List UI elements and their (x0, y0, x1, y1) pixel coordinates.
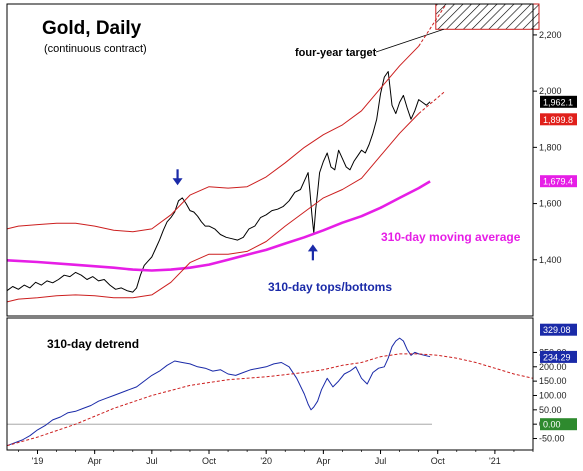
detrend-panel: 250.00200.00150.00100.0050.000.00-50.003… (6, 323, 577, 447)
x-tick-label-4: '20 (260, 456, 272, 466)
price-panel: 1,962.1 1,899.8 1,679.4 1,400 1,600 1,800 2,00… (6, 3, 577, 303)
detrend-value-label-0: 329.08 (540, 323, 577, 336)
chart-subtitle: (continuous contract) (44, 43, 147, 55)
x-tick-label-0: '19 (32, 456, 44, 466)
x-tick-label-5: Apr (316, 456, 330, 466)
x-tick-label-7: Oct (431, 456, 446, 466)
arrow-up-1 (307, 244, 318, 261)
price-value-label-0: 1,962.1 (540, 95, 577, 108)
x-tick-label-8: '21 (489, 456, 501, 466)
detrend-value-label-text-1: 234.29 (543, 352, 571, 362)
price-y-tick-label-3: 2,000 (539, 86, 562, 96)
price-series-4 (418, 5, 446, 47)
price-y-tick-label-0: 1,400 (539, 255, 562, 265)
x-tick-label-6: Jul (375, 456, 387, 466)
arrow-down-0 (172, 169, 183, 186)
price-value-label-2: 1,679.4 (540, 175, 577, 188)
target-leader-line (375, 28, 444, 53)
annotation-moving-average: 310-day moving average (381, 230, 521, 244)
price-series-5 (418, 90, 446, 114)
price-panel-border (6, 3, 534, 317)
annotation-four-year-target: four-year target (295, 47, 377, 59)
x-axis: '19 Apr Jul Oct '20 Apr Jul Oct '21 (18, 450, 534, 466)
x-tick-label-2: Jul (146, 456, 158, 466)
price-series-0 (6, 71, 431, 293)
detrend-title: 310-day detrend (47, 337, 139, 351)
detrend-value-label-text-0: 329.08 (543, 325, 571, 335)
detrend-panel-border (6, 317, 534, 451)
detrend-y-tick-label-3: 100.00 (539, 390, 567, 400)
detrend-y-tick-label-1: 200.00 (539, 362, 567, 372)
price-y-tick-label-2: 1,800 (539, 142, 562, 152)
detrend-y-tick-label-4: 50.00 (539, 405, 562, 415)
detrend-y-tick-label-2: 150.00 (539, 376, 567, 386)
price-value-label-text-0: 1,962.1 (543, 97, 573, 107)
price-value-label-text-2: 1,679.4 (543, 177, 573, 187)
price-value-label-1: 1,899.8 (540, 113, 577, 126)
detrend-y-tick-label-6: -50.00 (539, 434, 565, 444)
annotation-tops-bottoms: 310-day tops/bottoms (268, 280, 392, 294)
chart-frame (6, 3, 534, 451)
price-value-label-text-1: 1,899.8 (543, 115, 573, 125)
price-y-tick-label-1: 1,600 (539, 199, 562, 209)
price-y-tick-label-4: 2,200 (539, 30, 562, 40)
chart-title: Gold, Daily (42, 18, 142, 39)
detrend-value-label-1: 234.29 (540, 350, 577, 363)
x-tick-label-3: Oct (202, 456, 217, 466)
detrend-value-label-text-2: 0.00 (543, 420, 561, 430)
detrend-value-label-2: 0.00 (540, 418, 577, 431)
four-year-target-box (435, 3, 540, 30)
x-tick-label-1: Apr (88, 456, 102, 466)
